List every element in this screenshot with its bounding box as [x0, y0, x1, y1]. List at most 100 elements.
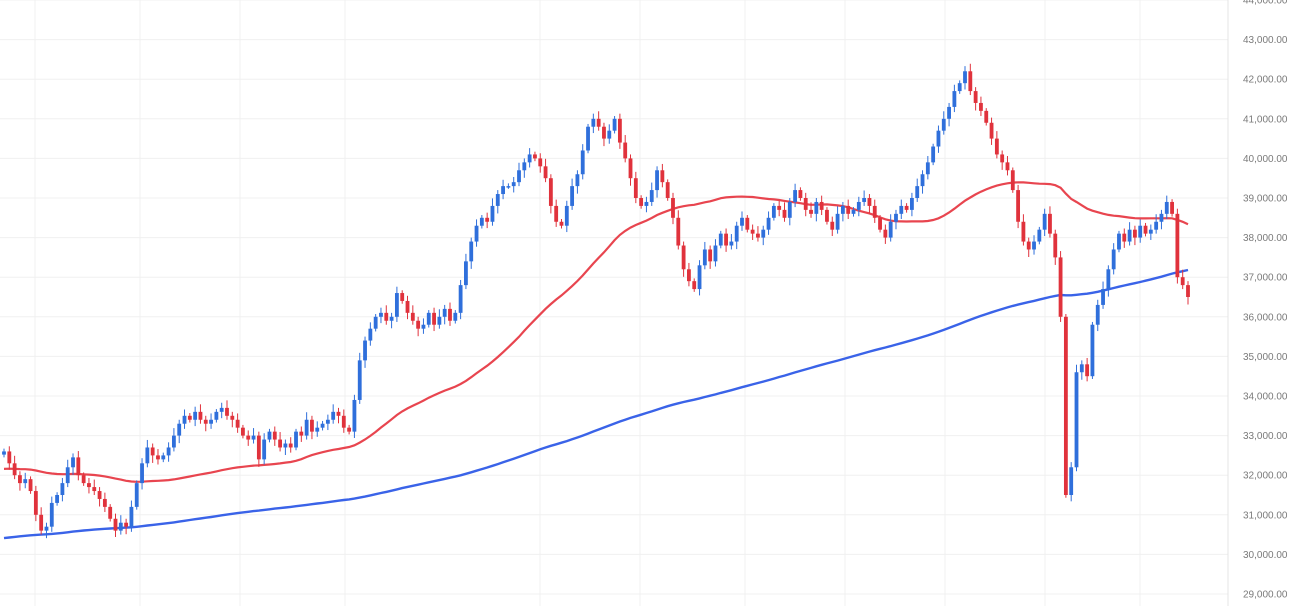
candle	[538, 153, 543, 173]
candle	[554, 199, 559, 227]
candle	[60, 477, 65, 502]
candle	[952, 84, 957, 113]
candle	[1037, 226, 1042, 245]
candle	[533, 151, 537, 162]
candle-body	[140, 463, 144, 484]
candle-body	[1005, 162, 1010, 171]
candle-body	[225, 407, 229, 416]
candle-body	[580, 150, 585, 175]
candle-body	[405, 300, 410, 313]
candle	[464, 253, 468, 290]
candle	[941, 111, 946, 135]
candle-body	[1053, 233, 1058, 258]
candle	[33, 485, 38, 522]
candle	[7, 446, 12, 470]
candle-body	[1026, 241, 1031, 250]
candle-body	[660, 170, 665, 183]
candle	[798, 187, 803, 201]
candle-body	[187, 415, 192, 420]
candle	[697, 260, 702, 296]
candle-body	[469, 241, 474, 262]
candle	[2, 448, 6, 458]
candle	[644, 196, 649, 213]
candle	[49, 496, 54, 532]
candle	[1048, 206, 1052, 238]
candle	[1111, 243, 1116, 275]
candle-body	[506, 186, 511, 188]
candle	[909, 192, 914, 217]
candle-body	[278, 439, 283, 448]
candle-body	[931, 146, 936, 163]
candle	[140, 458, 144, 490]
candle	[830, 216, 835, 237]
candle-body	[474, 225, 479, 242]
candle-body	[538, 158, 543, 167]
candle	[564, 200, 569, 233]
candle	[724, 228, 728, 252]
candle-body	[448, 308, 452, 321]
candle	[787, 198, 792, 226]
candle-body	[1069, 467, 1074, 495]
candle	[156, 449, 160, 465]
candle-body	[426, 312, 431, 325]
candle-body	[904, 205, 909, 210]
candle	[256, 431, 261, 467]
candle-body	[230, 415, 235, 420]
moving-average-slow-line	[3, 268, 1189, 540]
grid-layer	[0, 0, 1228, 606]
candle	[102, 492, 107, 513]
candle-body	[145, 447, 150, 464]
candle	[596, 111, 601, 131]
candle	[979, 96, 983, 117]
candle-body	[71, 457, 75, 468]
candle-body	[325, 419, 330, 424]
candle	[1063, 314, 1068, 498]
candle-body	[724, 233, 728, 246]
candle-body	[272, 431, 277, 440]
candle-body	[357, 360, 362, 400]
candle-body	[288, 443, 293, 448]
candle	[118, 515, 123, 535]
candle	[894, 209, 898, 230]
candle	[55, 492, 60, 506]
candle-body	[766, 217, 771, 230]
candle-body	[1154, 221, 1159, 230]
candle-body	[214, 411, 219, 420]
candle	[649, 182, 654, 206]
candle	[809, 202, 813, 218]
candle	[12, 455, 17, 480]
candle-body	[702, 249, 707, 266]
candle-body	[368, 328, 373, 341]
candle	[71, 453, 75, 475]
candle-body	[1106, 269, 1111, 290]
candle	[665, 179, 670, 201]
candle-body	[1000, 154, 1005, 163]
candle	[134, 480, 139, 510]
candle	[522, 158, 527, 178]
candle	[1154, 214, 1159, 234]
candle-body	[1127, 229, 1132, 242]
candle	[1143, 222, 1148, 237]
candle	[899, 199, 904, 219]
candle	[793, 183, 798, 208]
candle-body	[867, 198, 872, 206]
candle-body	[840, 205, 845, 214]
candle-body	[108, 506, 113, 519]
candle	[1042, 208, 1047, 237]
candle-body	[12, 463, 17, 476]
candle	[633, 171, 638, 204]
candle-body	[920, 174, 925, 187]
candle	[734, 221, 739, 250]
candle	[129, 500, 134, 532]
candle-body	[989, 122, 994, 139]
candle	[76, 451, 81, 481]
candle-body	[7, 451, 12, 464]
candle	[548, 174, 553, 214]
candle-body	[798, 190, 803, 198]
candle	[1122, 228, 1127, 248]
candle-body	[1159, 213, 1164, 222]
candle	[984, 108, 989, 126]
candle	[203, 415, 208, 432]
price-tick-label: 41,000.00	[1243, 114, 1288, 125]
